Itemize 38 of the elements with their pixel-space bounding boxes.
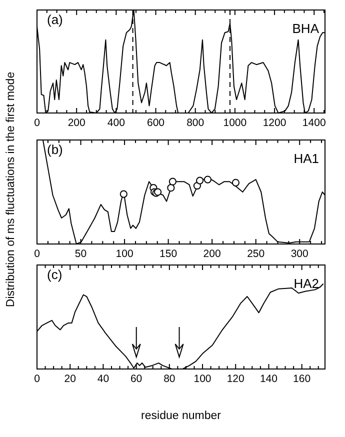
annotation: HA2 — [294, 276, 319, 291]
x-tick-label: 80 — [164, 373, 176, 385]
annotation: (b) — [47, 142, 63, 157]
x-tick-label: 200 — [68, 117, 86, 129]
x-tick-label: 1400 — [302, 117, 326, 129]
x-tick-label: 40 — [97, 373, 110, 385]
x-tick-label: 0 — [34, 117, 40, 129]
x-tick-label: 60 — [130, 373, 142, 385]
x-axis-title: residue number — [141, 410, 222, 422]
x-tick-label: 0 — [34, 373, 40, 385]
x-tick-label: 1000 — [223, 117, 247, 129]
x-tick-label: 400 — [107, 117, 126, 129]
point — [120, 190, 128, 198]
point — [232, 178, 240, 186]
point — [204, 176, 212, 184]
text: (c) — [47, 267, 62, 282]
x-tick-label: 800 — [186, 117, 204, 129]
x-tick-label: 20 — [64, 373, 76, 385]
point — [196, 176, 204, 184]
x-tick-label: 600 — [146, 117, 165, 129]
point — [168, 178, 176, 186]
x-tick-label: 200 — [203, 248, 221, 260]
x-tick-label: 150 — [160, 248, 178, 260]
x-tick-label: 300 — [290, 248, 309, 260]
x-tick-label: 120 — [226, 373, 245, 385]
annotation: BHA — [292, 21, 320, 36]
x-tick-label: 140 — [260, 373, 278, 385]
x-tick-label: 100 — [116, 248, 134, 260]
x-tick-label: 160 — [293, 373, 311, 385]
annotation: (a) — [47, 12, 63, 27]
x-tick-label: 50 — [74, 248, 87, 260]
x-tick-label: 1200 — [262, 117, 286, 129]
point — [167, 184, 175, 192]
annotation: HA1 — [294, 151, 319, 166]
x-tick-label: 0 — [34, 248, 40, 260]
y-axis-title: Distribution of ms fluctuations in the first mode — [5, 72, 17, 308]
x-tick-label: 250 — [247, 248, 265, 260]
x-tick-label: 100 — [194, 373, 212, 385]
